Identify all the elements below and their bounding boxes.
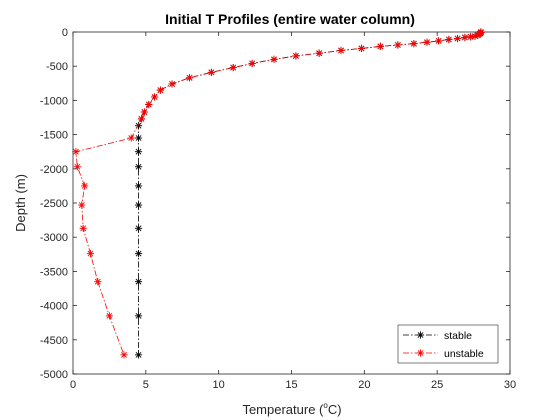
x-axis-label: Temperature (oC) bbox=[242, 401, 341, 417]
series-layer bbox=[72, 28, 485, 359]
data-point-unstable bbox=[410, 40, 418, 48]
x-axis-label-degree: o bbox=[323, 401, 328, 410]
legend-label-unstable: unstable bbox=[444, 348, 484, 360]
data-point-unstable bbox=[453, 34, 462, 43]
data-point-unstable bbox=[78, 201, 86, 209]
legend-box bbox=[397, 324, 499, 364]
data-point-unstable bbox=[79, 224, 87, 232]
data-point-unstable bbox=[73, 163, 81, 171]
legend: stable unstable bbox=[397, 324, 499, 364]
data-point-unstable bbox=[337, 46, 345, 55]
data-point-unstable bbox=[127, 134, 135, 142]
data-point-stable bbox=[134, 278, 143, 286]
data-point-stable bbox=[134, 201, 143, 209]
data-point-stable bbox=[134, 351, 143, 359]
data-point-stable bbox=[134, 163, 143, 171]
y-axis: 0 -500 -1000 -1500 -2000 -2500 -3000 -3500 -4000… bbox=[40, 27, 510, 381]
data-point-unstable bbox=[150, 93, 159, 101]
y-tick-label: 0 bbox=[62, 27, 68, 39]
series-unstable bbox=[72, 28, 485, 359]
legend-asterisk-unstable bbox=[416, 349, 425, 357]
legend-asterisk-stable bbox=[416, 331, 425, 339]
data-point-unstable bbox=[72, 148, 80, 156]
data-point-unstable bbox=[394, 41, 402, 49]
legend-marker-stable bbox=[416, 331, 425, 339]
y-tick-label: -2000 bbox=[40, 164, 68, 176]
y-tick-label: -1500 bbox=[40, 130, 68, 142]
y-tick-label: -5000 bbox=[40, 369, 68, 381]
data-point-stable bbox=[134, 312, 143, 320]
y-tick-label: -1000 bbox=[40, 95, 68, 107]
x-tick-label: 0 bbox=[70, 379, 76, 391]
y-tick-label: -500 bbox=[46, 61, 68, 73]
legend-marker-unstable bbox=[416, 349, 425, 357]
data-point-unstable bbox=[86, 250, 95, 258]
x-axis-label-unit: C) bbox=[328, 402, 342, 417]
x-axis: 0 5 10 15 20 25 30 bbox=[70, 32, 516, 391]
plot-area: 0 5 10 15 20 25 30 0 -500 -1000 -1500 -2000 -2500 -3… bbox=[40, 27, 516, 391]
data-point-unstable bbox=[248, 59, 256, 68]
data-point-stable bbox=[134, 250, 143, 258]
data-point-unstable bbox=[229, 63, 237, 72]
data-point-unstable bbox=[105, 312, 114, 320]
x-tick-label: 15 bbox=[285, 379, 297, 391]
data-point-unstable bbox=[185, 74, 194, 82]
y-tick-label: -4000 bbox=[40, 301, 68, 313]
data-point-unstable bbox=[168, 80, 176, 88]
data-point-unstable bbox=[120, 351, 128, 359]
chart-title: Initial T Profiles (entire water column) bbox=[165, 11, 415, 27]
data-point-unstable bbox=[467, 33, 475, 41]
x-tick-label: 20 bbox=[358, 379, 370, 391]
data-point-stable bbox=[134, 224, 143, 232]
data-point-unstable bbox=[145, 100, 153, 109]
data-point-stable bbox=[134, 182, 143, 190]
x-tick-label: 30 bbox=[504, 379, 516, 391]
y-tick-label: -3000 bbox=[40, 232, 68, 244]
data-point-unstable bbox=[156, 86, 164, 94]
x-tick-label: 10 bbox=[213, 379, 225, 391]
data-point-unstable bbox=[357, 44, 366, 53]
data-point-unstable bbox=[94, 278, 102, 286]
x-tick-label: 25 bbox=[431, 379, 443, 391]
y-axis-label: Depth (m) bbox=[13, 174, 28, 232]
axes-box bbox=[72, 31, 511, 375]
y-tick-label: -2500 bbox=[40, 198, 68, 210]
data-point-unstable bbox=[140, 108, 148, 116]
data-point-unstable bbox=[207, 68, 215, 76]
data-point-unstable bbox=[81, 182, 89, 190]
data-point-unstable bbox=[270, 55, 278, 63]
legend-label-stable: stable bbox=[444, 330, 472, 342]
data-point-unstable bbox=[445, 35, 453, 44]
data-point-unstable bbox=[435, 37, 443, 45]
data-point-unstable bbox=[376, 42, 384, 50]
x-tick-label: 5 bbox=[143, 379, 149, 391]
data-point-unstable bbox=[423, 38, 431, 46]
data-point-unstable bbox=[137, 115, 146, 123]
y-tick-label: -4500 bbox=[40, 335, 68, 347]
data-point-stable bbox=[134, 148, 143, 156]
data-point-unstable bbox=[315, 49, 323, 57]
data-point-unstable bbox=[292, 52, 300, 60]
x-axis-label-text: Temperature ( bbox=[242, 402, 324, 417]
y-tick-label: -3500 bbox=[40, 266, 68, 278]
data-point-unstable bbox=[461, 33, 469, 42]
data-point-stable bbox=[134, 134, 143, 142]
